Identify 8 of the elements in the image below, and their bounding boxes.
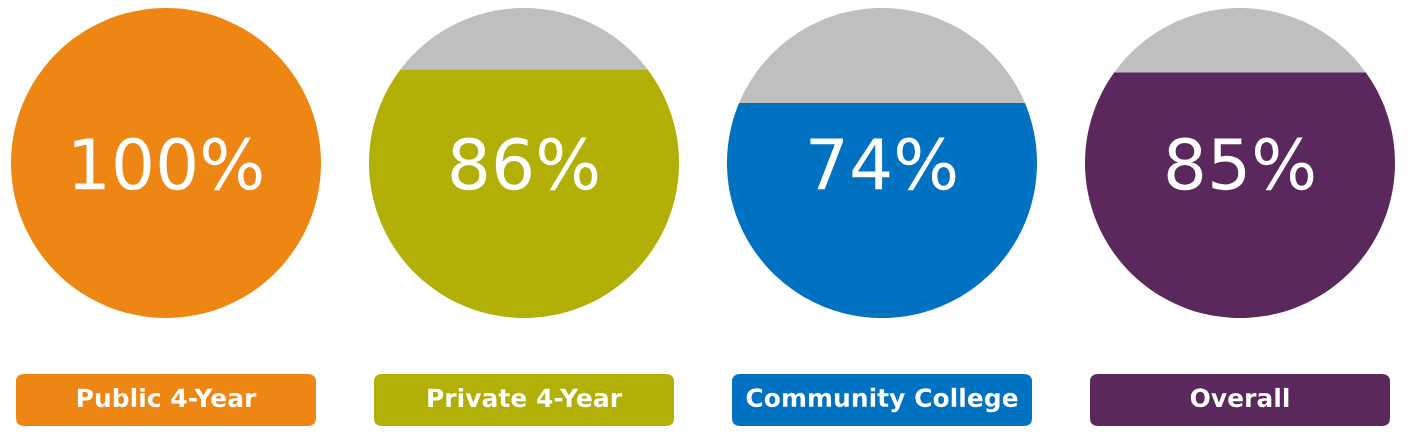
category-label: Public 4-Year <box>77 387 257 408</box>
category-label: Private 4-Year <box>428 387 622 408</box>
data-label: 100% <box>74 137 262 191</box>
category-label: Community College <box>746 387 1018 413</box>
category-label: Overall <box>1190 387 1289 408</box>
data-label: 86% <box>451 137 598 191</box>
data-label: 74% <box>810 137 956 191</box>
data-label: 85% <box>1167 137 1314 191</box>
